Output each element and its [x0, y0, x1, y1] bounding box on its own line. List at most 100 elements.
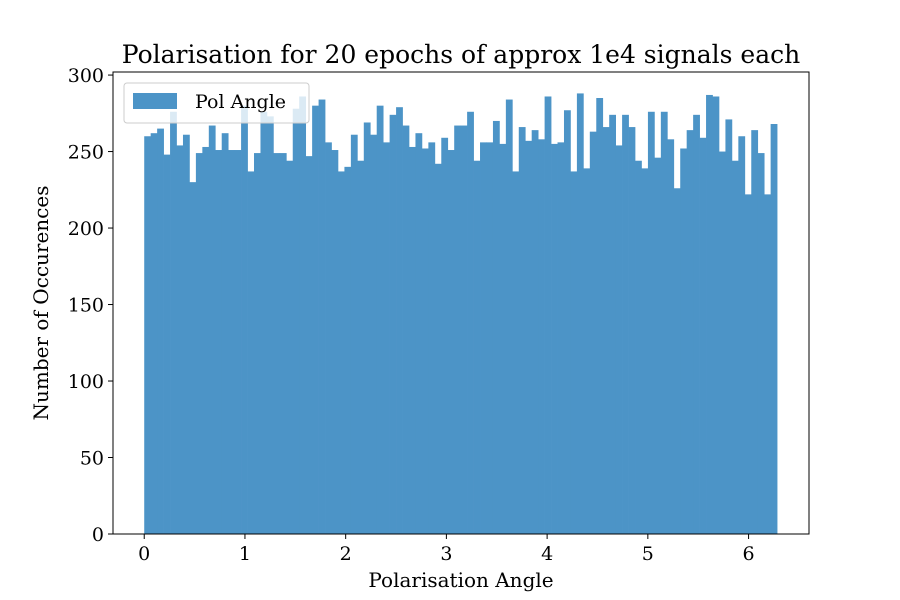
histogram-bar [247, 171, 255, 534]
y-axis-label: Number of Occurences [29, 186, 53, 421]
histogram-bar [370, 134, 378, 534]
histogram-bar [525, 140, 533, 534]
histogram-bar [331, 150, 339, 534]
histogram-bar [170, 111, 177, 535]
histogram-bar [234, 150, 242, 534]
histogram-bar [299, 96, 307, 534]
histogram-bar [680, 148, 688, 535]
histogram-bar [718, 151, 726, 535]
histogram-bar [441, 137, 449, 534]
legend: Pol Angle [123, 82, 310, 124]
y-tick-label: 200 [68, 218, 104, 240]
histogram-bar [305, 156, 313, 534]
histogram-bar [589, 131, 597, 534]
y-tick-label: 300 [68, 65, 104, 87]
histogram-bar [325, 142, 332, 534]
histogram-bar [512, 171, 520, 534]
histogram-bar [221, 133, 229, 534]
histogram-bar [208, 125, 216, 534]
histogram-bar [292, 108, 300, 534]
histogram-bar [389, 114, 397, 534]
histogram-bar [163, 154, 171, 535]
y-tick-label: 250 [68, 142, 104, 164]
y-tick-label: 0 [92, 524, 104, 546]
histogram-bar [396, 107, 403, 534]
histogram-bar [228, 150, 235, 534]
histogram-bar [693, 114, 700, 534]
histogram-bar [570, 171, 578, 534]
histogram-bar [383, 142, 390, 534]
histogram-bar [486, 142, 494, 534]
histogram-bar [157, 128, 164, 534]
histogram-bar [421, 148, 429, 535]
bars [144, 93, 778, 535]
histogram-bar [428, 142, 436, 534]
x-axis-label: Polarisation Angle [368, 568, 553, 592]
histogram-bar [434, 163, 442, 535]
histogram-bar [460, 125, 468, 534]
legend-label: Pol Angle [195, 91, 286, 113]
x-tick-label: 0 [138, 543, 150, 565]
histogram-bar [254, 153, 261, 534]
histogram-bar [544, 96, 552, 534]
histogram-bar [757, 153, 765, 534]
x-tick-label: 4 [541, 543, 553, 565]
histogram-bar [176, 145, 184, 534]
histogram-bar [195, 153, 203, 534]
x-tick-label: 6 [743, 543, 755, 565]
histogram-bar [699, 137, 707, 534]
histogram-bar [273, 153, 281, 534]
histogram-bar [557, 142, 565, 534]
histogram-bar [376, 105, 384, 534]
histogram-bar [744, 194, 752, 534]
histogram-bar [583, 168, 591, 534]
histogram-bar [318, 99, 326, 534]
histogram-bar [182, 134, 190, 534]
x-ticks: 0 1 2 3 4 5 6 [138, 534, 755, 565]
histogram-bar [144, 136, 152, 534]
histogram-bar [499, 143, 507, 534]
histogram-bar [363, 122, 371, 534]
histogram-bar [764, 194, 771, 534]
histogram-bar [609, 114, 616, 534]
histogram-bar [615, 145, 623, 534]
histogram-bar [260, 111, 268, 535]
histogram-bar [415, 133, 423, 534]
histogram-bar [241, 105, 248, 534]
y-tick-label: 100 [68, 371, 104, 393]
histogram-bar [337, 171, 345, 534]
histogram-bar [576, 93, 584, 535]
histogram-bar [350, 134, 358, 534]
histogram-bar [344, 166, 352, 534]
histogram-bar [189, 182, 197, 534]
histogram-bar [150, 133, 158, 534]
histogram-bar [628, 127, 636, 534]
histogram-bar [312, 105, 319, 534]
x-tick-label: 5 [642, 543, 654, 565]
histogram-bar [518, 127, 526, 534]
histogram-bar [686, 130, 694, 534]
y-tick-label: 150 [68, 295, 104, 317]
histogram-bar [202, 146, 210, 534]
histogram-bar [447, 150, 455, 534]
histogram-bar [531, 130, 539, 534]
x-tick-label: 1 [239, 543, 251, 565]
histogram-bar [454, 125, 462, 534]
histogram-bar [712, 96, 720, 534]
histogram-bar [492, 120, 500, 534]
histogram-bar [738, 136, 746, 534]
x-tick-label: 2 [340, 543, 352, 565]
histogram-bar [673, 188, 681, 534]
histogram-bar [641, 168, 649, 534]
histogram-bar [480, 142, 487, 534]
histogram-bar [660, 111, 668, 535]
histogram-bar [505, 99, 513, 534]
histogram-bar [706, 94, 713, 534]
histogram-bar [725, 119, 733, 535]
x-tick-label: 3 [440, 543, 452, 565]
histogram-bar [647, 111, 655, 535]
chart-title: Polarisation for 20 epochs of approx 1e4… [122, 40, 800, 69]
histogram-bar [551, 143, 558, 534]
histogram-bar [602, 127, 610, 534]
